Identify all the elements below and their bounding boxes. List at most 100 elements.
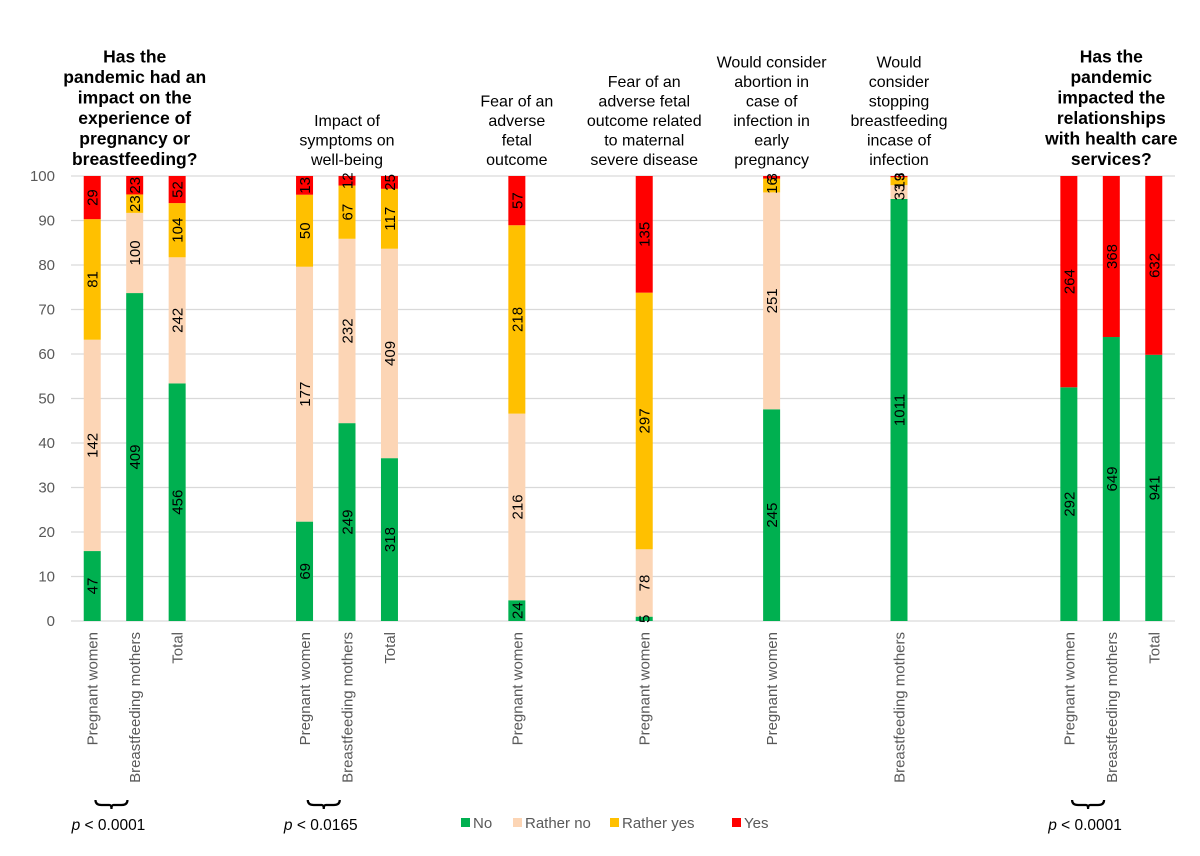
group-title-line: early [754, 133, 789, 150]
brace-icon [306, 799, 341, 810]
group-title-line: adverse fetal [598, 94, 690, 111]
legend-label: No [473, 815, 492, 832]
data-label: 13 [297, 177, 314, 194]
data-label: 5 [637, 615, 654, 623]
bar-segment-rather-yes [126, 194, 144, 213]
group-title-line: Impact of [314, 113, 380, 130]
data-label: 941 [1146, 475, 1163, 500]
data-label: 135 [637, 222, 654, 247]
bar-segment-rather-yes [635, 292, 653, 550]
group-title-line: fetal [502, 133, 532, 150]
bar-segment-yes [1145, 176, 1163, 355]
bar-stack [83, 176, 101, 621]
data-label: 24 [509, 602, 526, 619]
data-label: 57 [509, 192, 526, 209]
brace-icon [94, 799, 129, 810]
data-label: 3 [892, 172, 909, 180]
group-title-line: infection in [733, 113, 810, 130]
brace-icon [1070, 799, 1106, 810]
bar-segment-no [380, 458, 398, 621]
group-title-line: experience of [78, 108, 191, 128]
bar-segment-yes [635, 176, 653, 293]
group-title-line: Has the [103, 47, 166, 67]
bar-segment-no [83, 551, 101, 621]
bar-stack [338, 176, 356, 621]
bar-segment-no [1060, 387, 1078, 621]
legend-label: Rather no [525, 815, 591, 832]
group-title-line: pregnancy [734, 152, 809, 169]
data-label: 16 [764, 177, 781, 194]
bar-segment-rather-yes [338, 185, 356, 239]
group-title-line: Would [876, 55, 921, 72]
x-tick-label: Pregnant women [764, 632, 781, 745]
p-value-text: < 0.0001 [1057, 817, 1122, 834]
data-label: 47 [85, 578, 102, 595]
bar-segment-rather-yes [83, 219, 101, 340]
data-label: 292 [1061, 492, 1078, 517]
legend-item-rather-no: Rather no [513, 815, 591, 832]
data-label: 12 [340, 172, 357, 189]
y-tick-label: 80 [38, 257, 55, 274]
p-value-label: p < 0.0001 [71, 817, 146, 834]
data-label: 632 [1146, 253, 1163, 278]
group-title-line: adverse [488, 113, 545, 130]
group-title-line: severe disease [590, 152, 698, 169]
bar-segment-no [763, 409, 781, 621]
data-label: 218 [509, 307, 526, 332]
legend: No Rather no Rather yes Yes [461, 815, 768, 832]
bar-segment-no [1102, 337, 1120, 621]
bar-segment-no [890, 198, 908, 621]
bar-segment-rather-no [168, 257, 186, 384]
group-title-line: pregnancy or [79, 129, 190, 149]
bar-segment-rather-no [83, 339, 101, 552]
bar-segment-yes [168, 176, 186, 204]
data-label: 23 [127, 177, 144, 194]
data-label: 245 [764, 503, 781, 528]
data-label: 69 [297, 563, 314, 580]
legend-label: Rather yes [622, 815, 695, 832]
p-symbol: p [71, 817, 81, 834]
bar-segment-rather-no [635, 549, 653, 617]
data-label: 249 [340, 510, 357, 535]
data-label: 3 [764, 173, 781, 181]
y-tick-label: 20 [38, 524, 55, 541]
bar-segment-yes [890, 176, 908, 178]
data-label: 29 [85, 189, 102, 206]
data-label: 50 [297, 222, 314, 239]
group-title-line: case of [746, 94, 798, 111]
legend-item-rather-yes: Rather yes [610, 815, 695, 832]
data-label: 409 [127, 445, 144, 470]
y-tick-label: 50 [38, 391, 55, 408]
x-tick-label: Pregnant women [637, 632, 654, 745]
bar-segment-no [508, 600, 526, 621]
y-tick-label: 10 [38, 569, 55, 586]
group-title-line: Fear of an [608, 74, 681, 91]
significance-brace [306, 799, 341, 810]
legend-item-no: No [461, 815, 492, 832]
x-tick-label: Breastfeeding mothers [1104, 632, 1121, 783]
group-title: Fear of an adverse fetal outcome related to… [587, 74, 702, 169]
data-label: 242 [170, 308, 187, 333]
data-label: 216 [509, 494, 526, 519]
bar-segment-rather-no [763, 192, 781, 410]
bar-segment-yes [1060, 176, 1078, 388]
data-label: 67 [340, 204, 357, 221]
bar-stack [168, 176, 186, 621]
x-tick-label: Pregnant women [1061, 632, 1078, 745]
bar-segment-yes [380, 176, 398, 189]
group-title-line: consider [869, 74, 930, 91]
y-tick-label: 40 [38, 435, 55, 452]
data-label: 318 [382, 527, 399, 552]
bar-segment-rather-no [508, 413, 526, 601]
data-label: 23 [127, 195, 144, 212]
y-axis-ticks: 0 10 20 30 40 50 60 70 80 90 100 [30, 168, 55, 630]
x-tick-label: Pregnant women [297, 632, 314, 745]
data-label: 177 [297, 382, 314, 407]
legend-swatch [513, 818, 522, 827]
group-title-line: stopping [869, 94, 930, 111]
group-title-line: incase of [867, 133, 932, 150]
data-label: 264 [1061, 269, 1078, 294]
group-title: Fear of an adverse fetal outcome [480, 94, 553, 170]
